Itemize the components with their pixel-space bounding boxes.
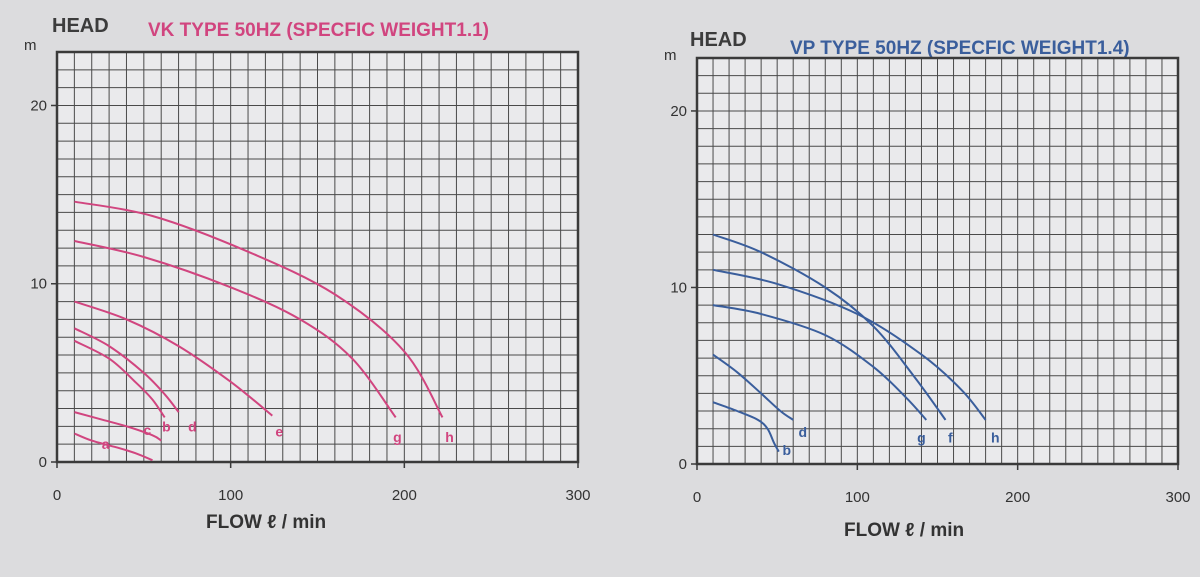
right-y-unit: m <box>664 47 677 64</box>
left-curve-h <box>74 200 444 418</box>
left-chart-title: VK TYPE 50HZ (SPECFIC WEIGHT1.1) <box>148 20 489 41</box>
left-x-tick-label: 100 <box>218 487 243 504</box>
left-curve-c <box>74 411 162 442</box>
right-curve-label-d: d <box>799 424 808 440</box>
left-chart: 0 100 200 300 0 10 20 a c b d e g h <box>30 50 591 504</box>
left-grid <box>57 52 578 462</box>
right-frame <box>695 56 1180 466</box>
right-y-tick-label: 10 <box>670 279 687 296</box>
left-head-label: HEAD <box>52 15 109 37</box>
right-curve-h <box>712 268 987 421</box>
left-curve-b <box>73 339 166 418</box>
left-frame <box>55 50 580 464</box>
right-curve-f <box>712 233 947 421</box>
right-chart-title: VP TYPE 50HZ (SPECFIC WEIGHT1.4) <box>790 38 1130 59</box>
right-x-tick-label: 200 <box>1005 489 1030 506</box>
left-curve-label-b: b <box>162 418 171 434</box>
right-x-axis-label: FLOW ℓ / min <box>844 520 964 541</box>
right-head-label: HEAD <box>690 29 747 51</box>
right-curve-g <box>712 304 928 421</box>
left-curve-label-d: d <box>188 418 197 434</box>
left-curve-e <box>74 300 273 417</box>
left-x-tick-label: 300 <box>565 487 590 504</box>
right-y-tick-label: 20 <box>670 103 687 120</box>
right-y-tick-label: 0 <box>679 456 687 473</box>
left-y-unit: m <box>24 37 37 54</box>
left-curve-d <box>73 327 180 413</box>
right-curve-label-f: f <box>948 430 953 446</box>
right-curve-label-b: b <box>783 442 792 458</box>
right-x-tick-label: 0 <box>693 489 701 506</box>
left-y-tick-label: 10 <box>30 276 47 293</box>
right-x-tick-label: 300 <box>1165 489 1190 506</box>
left-curve-label-a: a <box>102 436 110 452</box>
left-curve-g <box>74 240 397 418</box>
left-y-tick-label: 20 <box>30 97 47 114</box>
right-curve-d <box>712 353 794 421</box>
right-grid <box>697 58 1178 464</box>
right-curve-label-g: g <box>917 430 926 446</box>
left-curve-label-c: c <box>143 422 151 438</box>
left-x-tick-label: 0 <box>53 487 61 504</box>
left-y-tick-label: 0 <box>39 454 47 471</box>
right-curve-label-h: h <box>991 430 1000 446</box>
left-x-axis-label: FLOW ℓ / min <box>206 512 326 533</box>
left-curve-label-e: e <box>275 424 283 440</box>
right-x-tick-label: 100 <box>845 489 870 506</box>
left-curve-label-g: g <box>393 429 402 445</box>
right-chart: 0 100 200 300 0 10 20 bd g f h <box>670 56 1191 506</box>
left-curve-a <box>74 432 153 462</box>
right-curve-b <box>712 401 780 453</box>
left-curve-label-h: h <box>445 429 454 445</box>
left-x-tick-label: 200 <box>392 487 417 504</box>
